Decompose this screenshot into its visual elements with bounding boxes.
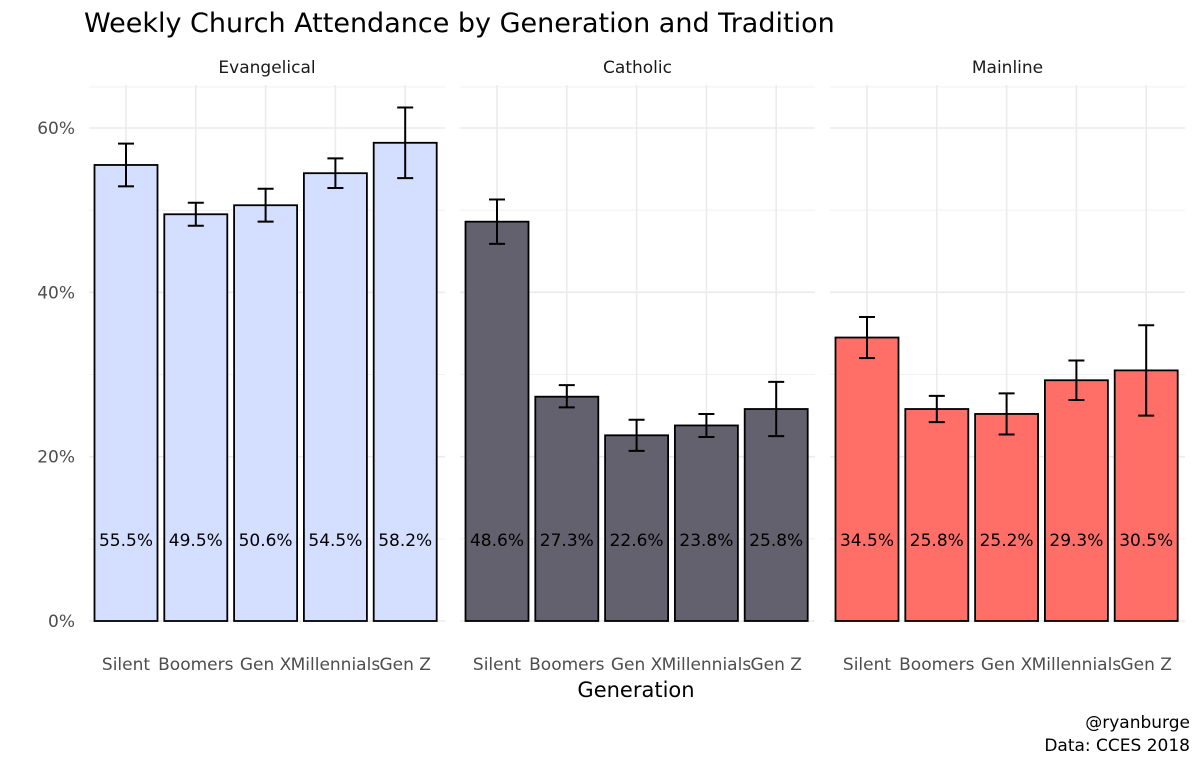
caption-source: Data: CCES 2018 xyxy=(1044,736,1190,756)
y-tick-label: 20% xyxy=(37,448,75,468)
x-tick-label: Silent xyxy=(843,655,891,675)
x-tick-label: Millennials xyxy=(291,655,381,675)
error-bar xyxy=(558,384,575,409)
error-bar xyxy=(327,157,344,189)
facet-label: Evangelical xyxy=(218,58,315,78)
error-bar xyxy=(928,394,945,424)
error-bar xyxy=(187,201,204,227)
bar xyxy=(93,164,159,622)
bar-value-label: 49.5% xyxy=(169,531,223,551)
bar-value-label: 30.5% xyxy=(1119,531,1173,551)
bar-value-label: 25.2% xyxy=(980,531,1034,551)
bar xyxy=(674,424,739,622)
x-tick-label: Gen Z xyxy=(750,655,801,675)
error-bar xyxy=(118,142,134,188)
bar xyxy=(904,408,970,622)
x-tick-label: Gen Z xyxy=(379,655,430,675)
bar xyxy=(834,336,900,622)
bar-value-label: 48.6% xyxy=(470,531,524,551)
bar-value-label: 50.6% xyxy=(239,531,293,551)
bar xyxy=(604,434,669,622)
bar xyxy=(1113,369,1179,622)
bar-value-label: 25.8% xyxy=(749,531,803,551)
y-tick-label: 60% xyxy=(37,119,75,139)
y-axis: 0% 20% 40% 60% xyxy=(37,119,75,632)
bar xyxy=(233,204,299,622)
error-bar xyxy=(1068,359,1085,401)
x-axis-title: Generation xyxy=(577,678,694,702)
facet-label: Mainline xyxy=(972,58,1043,78)
x-tick-label: Gen X xyxy=(981,655,1033,675)
bar-value-label: 58.2% xyxy=(378,531,432,551)
x-tick-label: Millennials xyxy=(1032,655,1122,675)
bar-value-label: 55.5% xyxy=(99,531,153,551)
bar-value-label: 22.6% xyxy=(610,531,664,551)
y-tick-label: 40% xyxy=(37,283,75,303)
x-tick-label: Gen X xyxy=(611,655,663,675)
error-bar xyxy=(489,198,505,245)
bar-value-label: 23.8% xyxy=(679,531,733,551)
facet-mainline: Mainline 34.5% Silent 25.8% Boomers 25.2% Gen … xyxy=(834,58,1179,675)
bar xyxy=(534,395,600,622)
x-tick-label: Silent xyxy=(102,655,150,675)
x-tick-label: Boomers xyxy=(158,655,233,675)
error-bar xyxy=(257,187,274,223)
facet-evangelical: Evangelical 55.5% Silent 49.5% Boomers 50.6% G… xyxy=(93,58,438,675)
error-bar xyxy=(768,380,785,438)
x-tick-label: Boomers xyxy=(529,655,604,675)
bar xyxy=(974,413,1039,622)
bar-value-label: 34.5% xyxy=(840,531,894,551)
x-tick-label: Silent xyxy=(473,655,521,675)
x-tick-label: Gen X xyxy=(240,655,292,675)
facet-catholic: Catholic 48.6% Silent 27.3% Boomers 22.6% Gen … xyxy=(464,58,809,675)
bar-value-label: 25.8% xyxy=(910,531,964,551)
bar-value-label: 27.3% xyxy=(540,531,594,551)
bar-value-label: 29.3% xyxy=(1049,531,1103,551)
bar xyxy=(163,213,229,622)
caption-author: @ryanburge xyxy=(1085,713,1190,733)
facets: Evangelical 55.5% Silent 49.5% Boomers 50.6% G… xyxy=(93,58,1179,675)
y-tick-label: 0% xyxy=(48,612,75,632)
error-bar xyxy=(1138,324,1155,417)
x-tick-label: Gen Z xyxy=(1120,655,1171,675)
bar xyxy=(464,220,530,622)
error-bar xyxy=(998,392,1015,436)
chart-title: Weekly Church Attendance by Generation a… xyxy=(84,8,835,39)
bar xyxy=(372,141,438,622)
x-tick-label: Boomers xyxy=(899,655,974,675)
bar xyxy=(302,172,368,622)
error-bar xyxy=(859,315,875,360)
x-tick-label: Millennials xyxy=(662,655,752,675)
error-bar xyxy=(698,412,715,438)
bar-value-label: 54.5% xyxy=(308,531,362,551)
facet-label: Catholic xyxy=(603,58,672,78)
error-bar xyxy=(397,106,414,180)
bar xyxy=(743,408,809,622)
error-bar xyxy=(628,418,645,452)
bar xyxy=(1044,379,1109,622)
